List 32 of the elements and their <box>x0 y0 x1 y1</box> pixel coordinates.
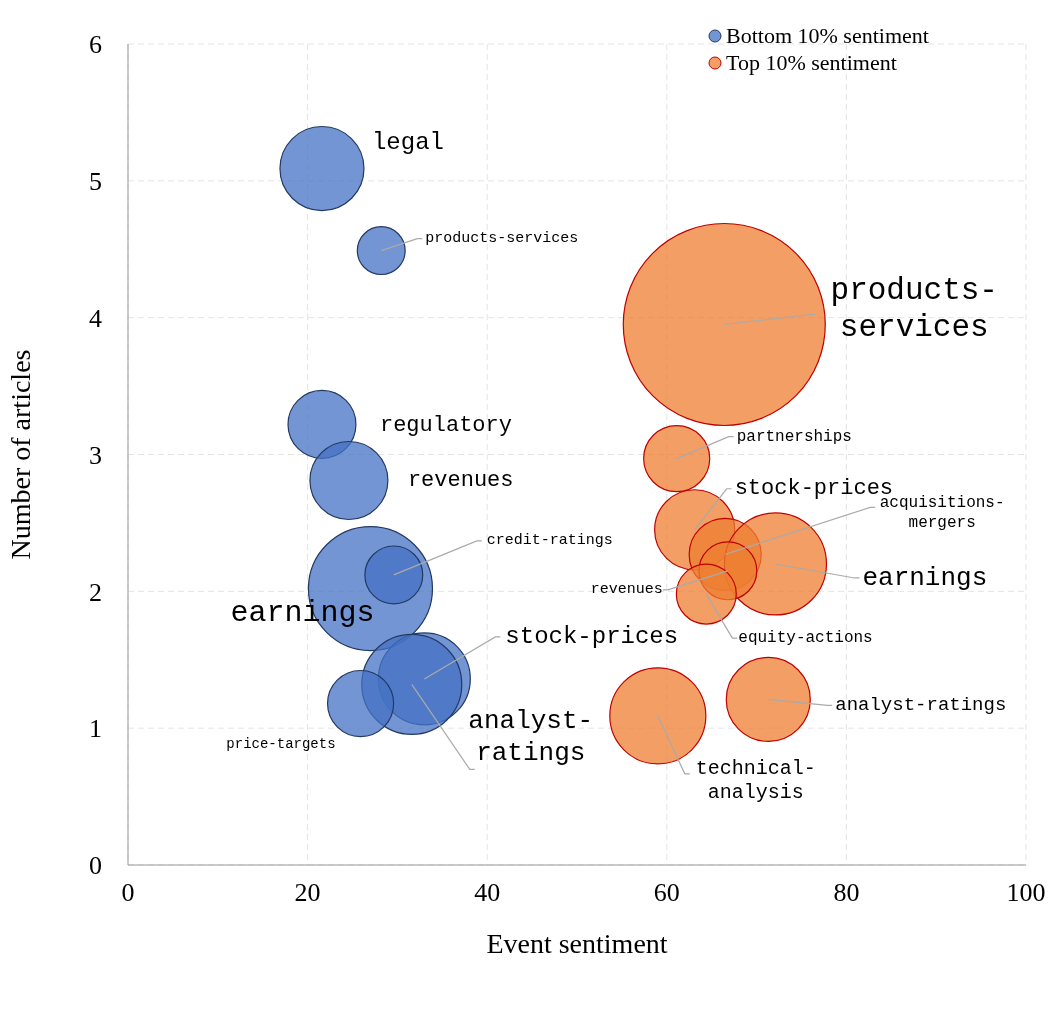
x-axis-title: Event sentiment <box>486 928 668 959</box>
annotation: technical-analysis <box>695 757 816 805</box>
x-tick-label: 80 <box>833 878 860 908</box>
legend-label: Bottom 10% sentiment <box>726 22 929 49</box>
annotation: analyst-ratings <box>835 694 1007 717</box>
y-tick-label: 2 <box>89 577 102 607</box>
annotation: revenues <box>590 581 663 599</box>
x-tick-label: 100 <box>1006 878 1046 908</box>
annotation: price-targets <box>226 735 336 752</box>
x-tick-label: 40 <box>474 878 501 908</box>
annotation: regulatory <box>379 412 512 438</box>
annotation: earnings <box>862 562 988 593</box>
y-tick-label: 6 <box>89 30 102 60</box>
annotation: revenues <box>407 468 514 493</box>
annotation: stock-prices <box>505 623 679 651</box>
y-tick-label: 3 <box>89 440 102 470</box>
annotation: analyst-ratings <box>468 706 594 768</box>
annotation: products-services <box>425 230 579 248</box>
x-tick-label: 60 <box>653 878 680 908</box>
annotation: partnerships <box>736 427 852 446</box>
x-tick-label: 0 <box>121 878 135 908</box>
y-tick-label: 0 <box>89 851 102 881</box>
annotation: equity-actions <box>738 629 873 648</box>
y-axis-title: Number of articles <box>4 349 36 560</box>
legend-label: Top 10% sentiment <box>726 49 897 76</box>
annotation: credit-ratings <box>486 532 613 550</box>
x-tick-label: 20 <box>294 878 321 908</box>
y-tick-label: 1 <box>89 714 102 744</box>
y-tick-label: 4 <box>89 303 102 333</box>
annotation: products-services <box>830 273 998 346</box>
annotation: legal <box>371 129 444 157</box>
y-tick-label: 5 <box>89 167 102 197</box>
